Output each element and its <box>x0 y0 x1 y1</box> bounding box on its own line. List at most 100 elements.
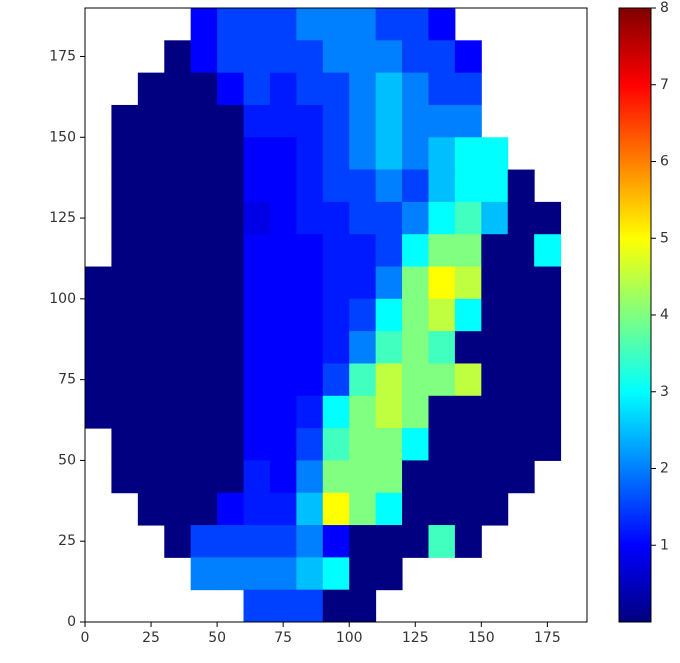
heat-cell <box>243 460 271 494</box>
heat-cell <box>296 460 324 494</box>
heat-cell <box>164 104 192 138</box>
heat-cell <box>296 72 324 106</box>
heat-cell <box>269 234 297 268</box>
heat-cell <box>375 104 403 138</box>
y-tick-label: 0 <box>67 614 76 630</box>
heat-cell <box>217 525 245 558</box>
heat-cell <box>111 298 139 332</box>
heat-cell <box>454 266 482 300</box>
heat-cell <box>349 266 377 300</box>
heat-cell <box>296 525 324 558</box>
heat-cell <box>402 40 429 74</box>
heat-cell <box>269 201 297 235</box>
heat-cell <box>111 104 139 138</box>
heat-cell <box>428 169 456 203</box>
heat-cell <box>243 169 271 203</box>
heat-cell <box>349 298 377 332</box>
heat-cell <box>349 395 377 429</box>
heat-cell <box>164 234 192 268</box>
heat-cell <box>217 557 245 591</box>
heat-cell <box>375 460 403 494</box>
heat-cell <box>402 331 429 364</box>
heat-cell <box>454 492 482 526</box>
heat-cell <box>217 363 245 397</box>
heat-cell <box>243 589 271 623</box>
heat-cell <box>402 395 429 429</box>
heat-cell <box>322 589 350 623</box>
heat-cell <box>190 460 218 494</box>
heat-cell <box>428 137 456 171</box>
heat-cell <box>296 234 324 268</box>
heat-cell <box>428 460 456 494</box>
heat-cell <box>269 331 297 364</box>
heat-cell <box>137 201 165 235</box>
heat-cell <box>111 266 139 300</box>
heat-cell <box>243 40 271 74</box>
heat-cell <box>375 331 403 364</box>
heat-cell <box>111 137 139 171</box>
heat-cell <box>349 492 377 526</box>
heat-cell <box>322 137 350 171</box>
heat-cell <box>402 8 429 41</box>
heat-cell <box>322 8 350 41</box>
heat-cell <box>296 428 324 461</box>
heat-cell <box>507 395 535 429</box>
heat-cell <box>296 298 324 332</box>
heat-cell <box>349 234 377 268</box>
heat-cell <box>481 234 509 268</box>
heat-cell <box>243 557 271 591</box>
heat-cell <box>349 460 377 494</box>
heat-cell <box>137 298 165 332</box>
heat-cell <box>454 428 482 461</box>
heat-cell <box>322 460 350 494</box>
heat-cell <box>164 169 192 203</box>
heat-cell <box>269 298 297 332</box>
heat-cell <box>164 298 192 332</box>
heat-cell <box>137 460 165 494</box>
heat-cell <box>507 460 535 494</box>
heat-cell <box>481 331 509 364</box>
heat-cell <box>322 363 350 397</box>
heat-cell <box>349 363 377 397</box>
heat-cell <box>428 298 456 332</box>
heat-cell <box>322 40 350 74</box>
heat-cell <box>269 557 297 591</box>
heat-cell <box>190 234 218 268</box>
heat-cell <box>269 525 297 558</box>
heat-cell <box>454 72 482 106</box>
heat-cell <box>322 234 350 268</box>
heat-cell <box>85 331 112 364</box>
colorbar-tick-label: 6 <box>660 154 669 170</box>
heat-cell <box>402 428 429 461</box>
heat-cell <box>85 363 112 397</box>
heat-cell <box>375 8 403 41</box>
heat-cell <box>402 72 429 106</box>
heat-cell <box>428 266 456 300</box>
heat-cell <box>375 40 403 74</box>
heat-cell <box>296 557 324 591</box>
heat-cell <box>481 201 509 235</box>
heat-cell <box>481 266 509 300</box>
y-tick-label: 175 <box>49 48 76 64</box>
heat-cell <box>85 266 112 300</box>
heat-cell <box>507 428 535 461</box>
heat-cell <box>402 492 429 526</box>
heat-cell <box>481 492 509 526</box>
x-tick-label: 150 <box>468 630 495 646</box>
heat-cell <box>322 72 350 106</box>
heat-cell <box>428 234 456 268</box>
heat-cell <box>322 492 350 526</box>
heat-cell <box>428 363 456 397</box>
heat-cell <box>269 589 297 623</box>
heat-cell <box>507 169 535 203</box>
heat-cell <box>402 234 429 268</box>
heat-cell <box>296 201 324 235</box>
heat-cell <box>217 169 245 203</box>
heat-cell <box>164 492 192 526</box>
heat-cell <box>190 8 218 41</box>
heat-cell <box>243 525 271 558</box>
heat-cell <box>111 395 139 429</box>
heat-cell <box>454 169 482 203</box>
heat-cell <box>454 460 482 494</box>
heat-cell <box>137 234 165 268</box>
